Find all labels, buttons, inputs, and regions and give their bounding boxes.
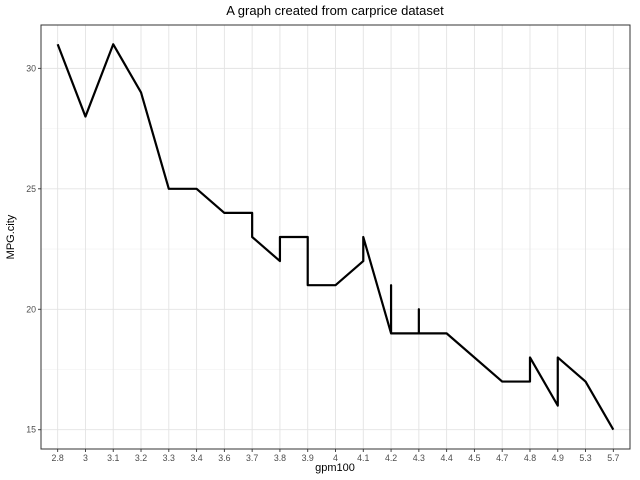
series-line <box>56 43 615 431</box>
x-tick-label: 4.2 <box>385 453 397 463</box>
x-tick-label: 4.5 <box>468 453 480 463</box>
y-tick-label: 30 <box>26 63 36 73</box>
x-tick-label: 4.8 <box>524 453 536 463</box>
x-tick-label: 4 <box>333 453 338 463</box>
x-tick-label: 4.4 <box>441 453 453 463</box>
x-tick-label: 2.8 <box>52 453 64 463</box>
x-tick-label: 3.3 <box>163 453 175 463</box>
y-axis-title: MPG.city <box>5 214 17 259</box>
x-tick-label: 3.4 <box>190 453 202 463</box>
x-tick-label: 3.6 <box>218 453 230 463</box>
y-tick-label: 25 <box>26 184 36 194</box>
x-tick-label: 3 <box>83 453 88 463</box>
x-tick-label: 3.9 <box>302 453 314 463</box>
x-tick-label: 5.7 <box>607 453 619 463</box>
plot-area: 2.8 3 3.1 3.2 3.3 3.4 3.6 3.7 3.8 3.9 4 4.1 4.2 4.3 4.… <box>26 24 631 463</box>
x-tick-label: 5.3 <box>579 453 591 463</box>
x-tick-label: 4.3 <box>413 453 425 463</box>
x-tick-label: 4.7 <box>496 453 508 463</box>
y-tick-label: 20 <box>26 304 36 314</box>
x-tick-label: 3.1 <box>107 453 119 463</box>
x-tick-label: 3.7 <box>246 453 258 463</box>
x-tick-label: 3.2 <box>135 453 147 463</box>
x-tick-label: 4.9 <box>552 453 564 463</box>
x-tick-label: 3.8 <box>274 453 286 463</box>
x-axis-title: gpm100 <box>315 462 355 474</box>
x-tick-label: 4.1 <box>357 453 369 463</box>
chart-title: A graph created from carprice dataset <box>226 3 444 18</box>
y-tick-label: 15 <box>26 425 36 435</box>
